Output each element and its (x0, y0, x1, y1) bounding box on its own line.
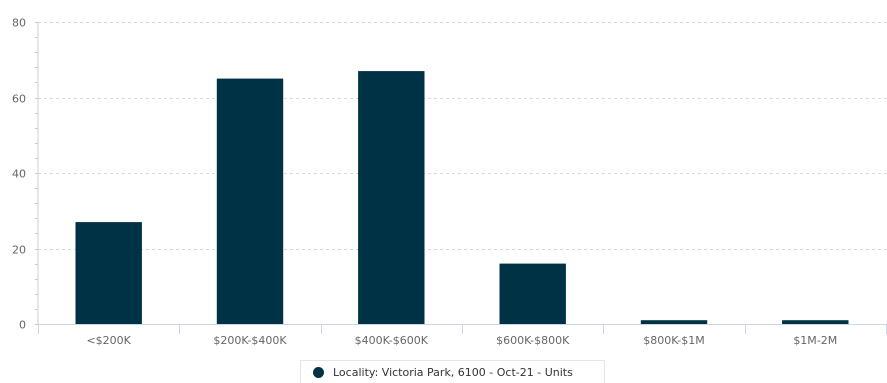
legend-label: Locality: Victoria Park, 6100 - Oct-21 -… (333, 365, 573, 379)
legend-marker-icon (313, 366, 324, 378)
x-tick-label: $600K-$800K (496, 334, 570, 347)
y-tick-label: 20 (12, 244, 26, 257)
x-tick-label: <$200K (86, 334, 131, 347)
x-tick-label: $1M-2M (793, 334, 837, 347)
x-tick-label: $200K-$400K (213, 334, 287, 347)
bar[interactable] (358, 71, 425, 324)
x-axis: <$200K $200K-$400K $400K-$600K $600K-$800K $… (38, 324, 887, 347)
y-tick-label: 0 (19, 319, 26, 332)
y-tick-label: 80 (12, 17, 26, 30)
grid-lines (38, 22, 886, 250)
bar[interactable] (216, 78, 284, 324)
x-tick-label: $800K-$1M (643, 334, 705, 347)
y-tick-label: 60 (12, 93, 26, 106)
bar[interactable] (782, 320, 849, 324)
bars (75, 71, 849, 324)
y-tick-label: 40 (12, 168, 26, 181)
legend[interactable]: Locality: Victoria Park, 6100 - Oct-21 -… (300, 360, 605, 383)
y-axis: 0 20 40 60 80 (12, 17, 39, 332)
x-tick-label: $400K-$600K (355, 334, 429, 347)
bar[interactable] (640, 320, 708, 324)
bar[interactable] (499, 263, 566, 324)
bar[interactable] (75, 222, 142, 324)
